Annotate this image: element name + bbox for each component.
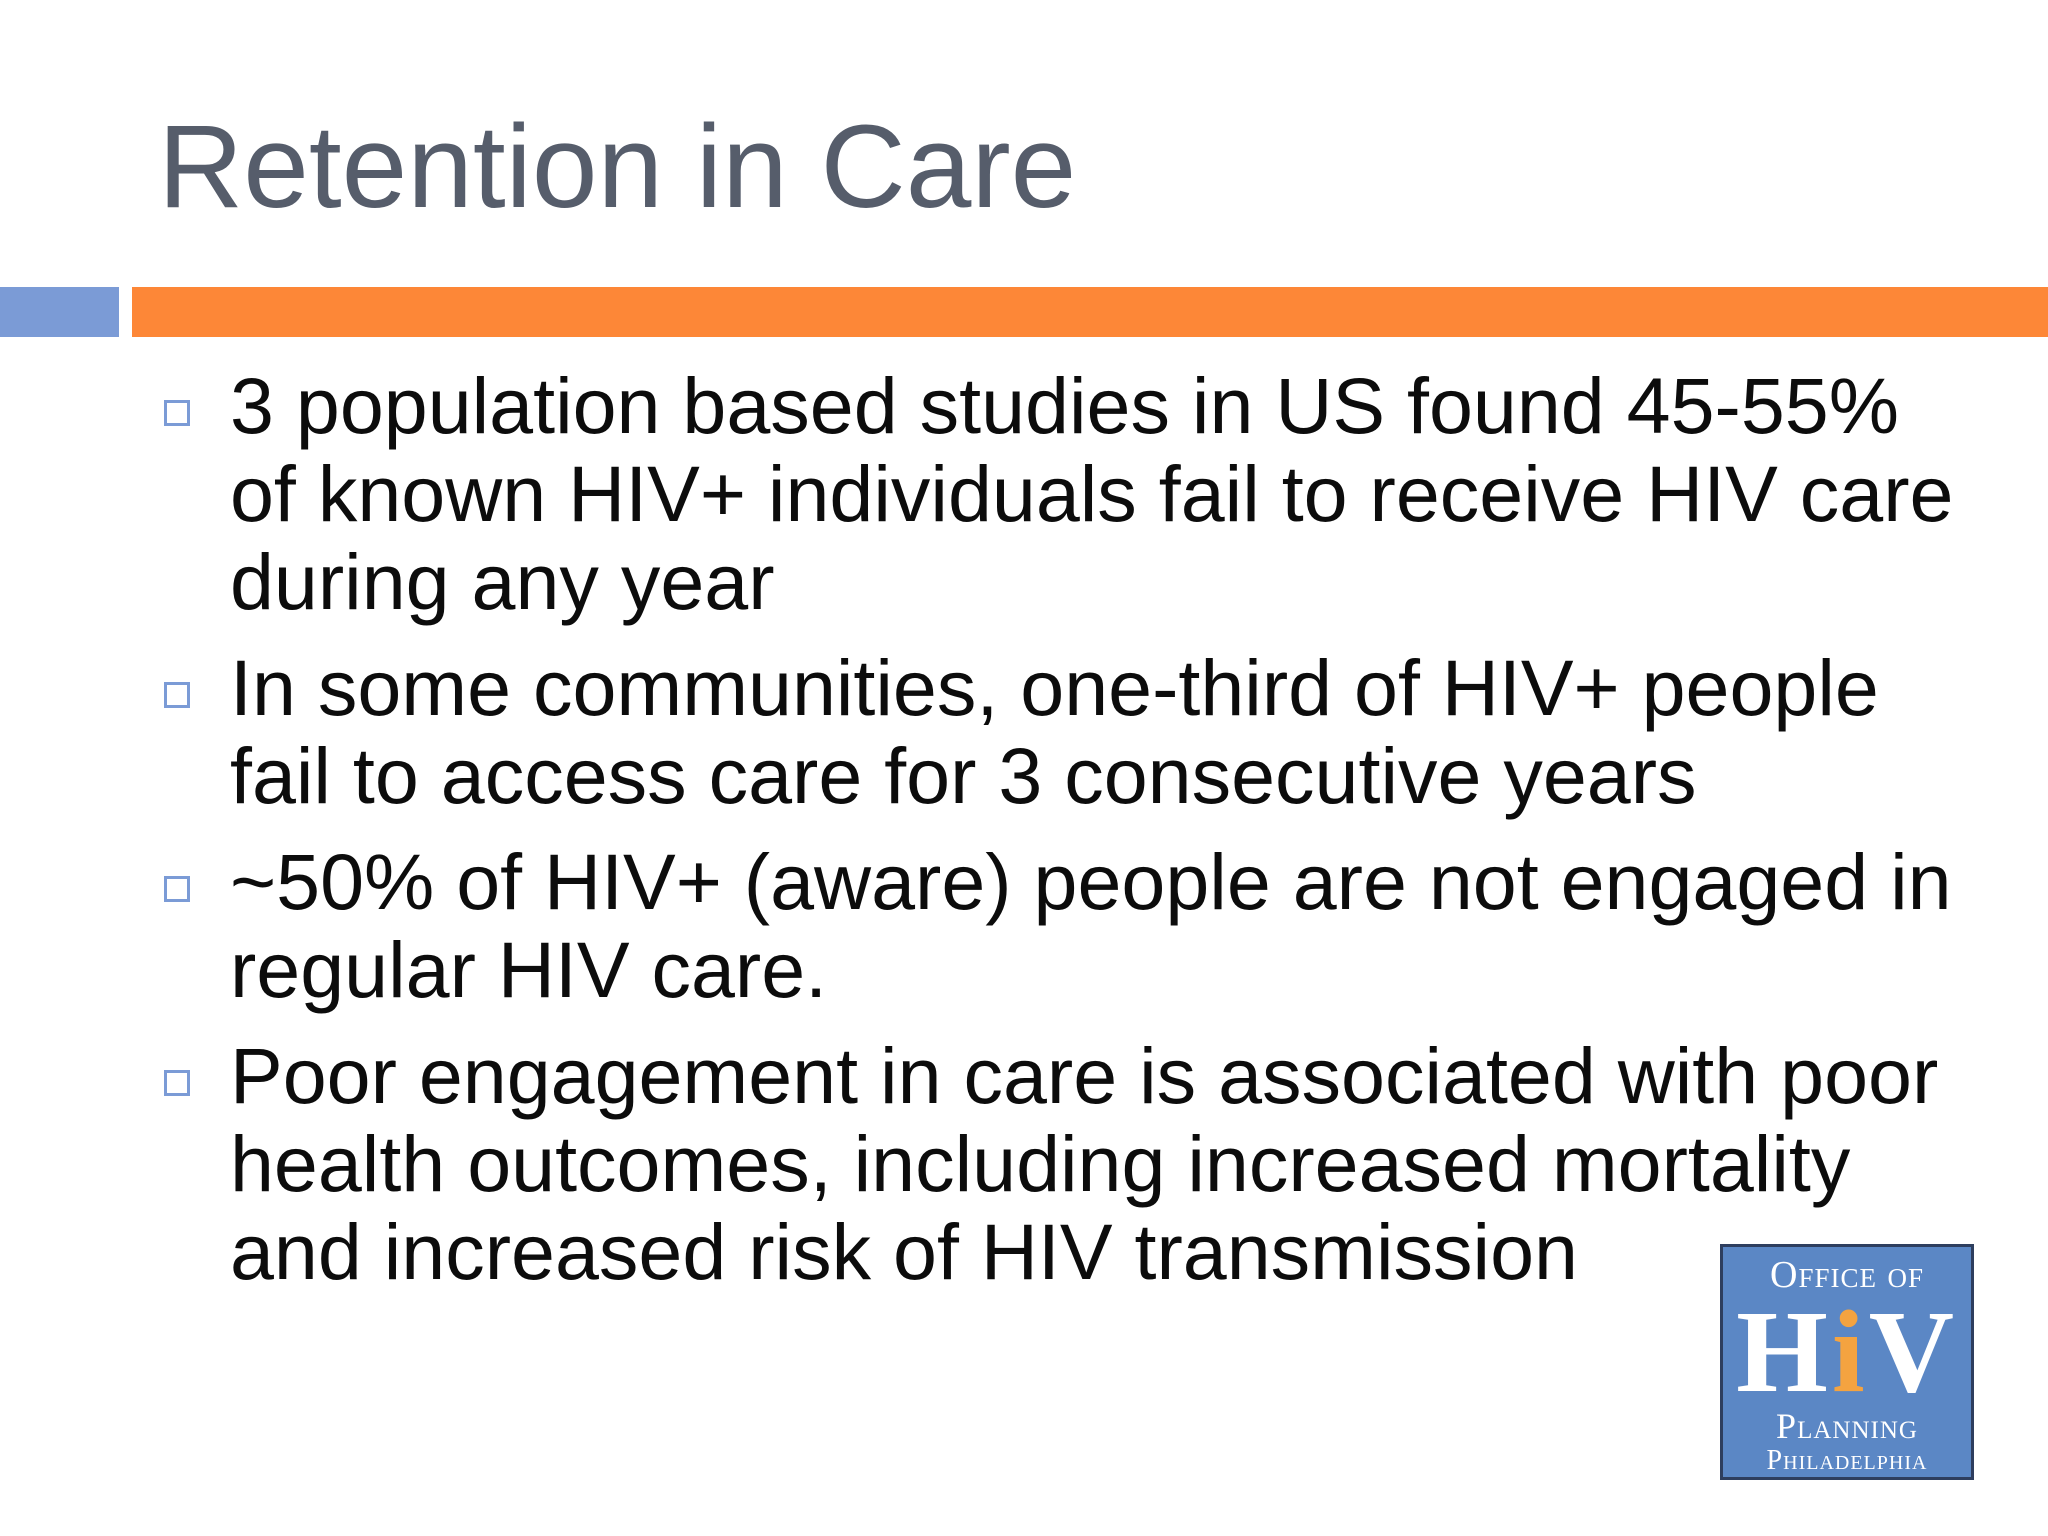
logo-hiv-v: V [1868, 1286, 1958, 1417]
bullet-item: 3 population based studies in US found 4… [158, 362, 1958, 626]
bullet-item: ~50% of HIV+ (aware) people are not enga… [158, 838, 1958, 1014]
square-bullet-icon [164, 876, 190, 902]
square-bullet-icon [164, 1070, 190, 1096]
square-bullet-icon [164, 682, 190, 708]
title-accent-bar-blue [0, 287, 119, 337]
logo-hiv-wordmark: HiV [1723, 1293, 1971, 1411]
bullet-text: 3 population based studies in US found 4… [230, 361, 1954, 626]
bullet-item: In some communities, one-third of HIV+ p… [158, 644, 1958, 820]
bullet-text: In some communities, one-third of HIV+ p… [230, 643, 1879, 820]
slide-title: Retention in Care [158, 101, 1077, 233]
office-of-hiv-planning-logo: Office of HiV Planning Philadelphia [1720, 1244, 1974, 1480]
bullet-item: Poor engagement in care is associated wi… [158, 1032, 1958, 1296]
square-bullet-icon [164, 400, 190, 426]
logo-office-of: Office of [1770, 1254, 1924, 1296]
bullet-text: Poor engagement in care is associated wi… [230, 1031, 1939, 1296]
logo-hiv-i: i [1831, 1286, 1869, 1417]
title-accent-bar-orange [132, 287, 2048, 337]
logo-planning: Planning [1776, 1406, 1918, 1446]
bullet-list: 3 population based studies in US found 4… [158, 362, 1958, 1314]
bullet-text: ~50% of HIV+ (aware) people are not enga… [230, 837, 1952, 1014]
logo-hiv-h: H [1736, 1286, 1832, 1417]
logo-philadelphia: Philadelphia [1766, 1445, 1928, 1476]
